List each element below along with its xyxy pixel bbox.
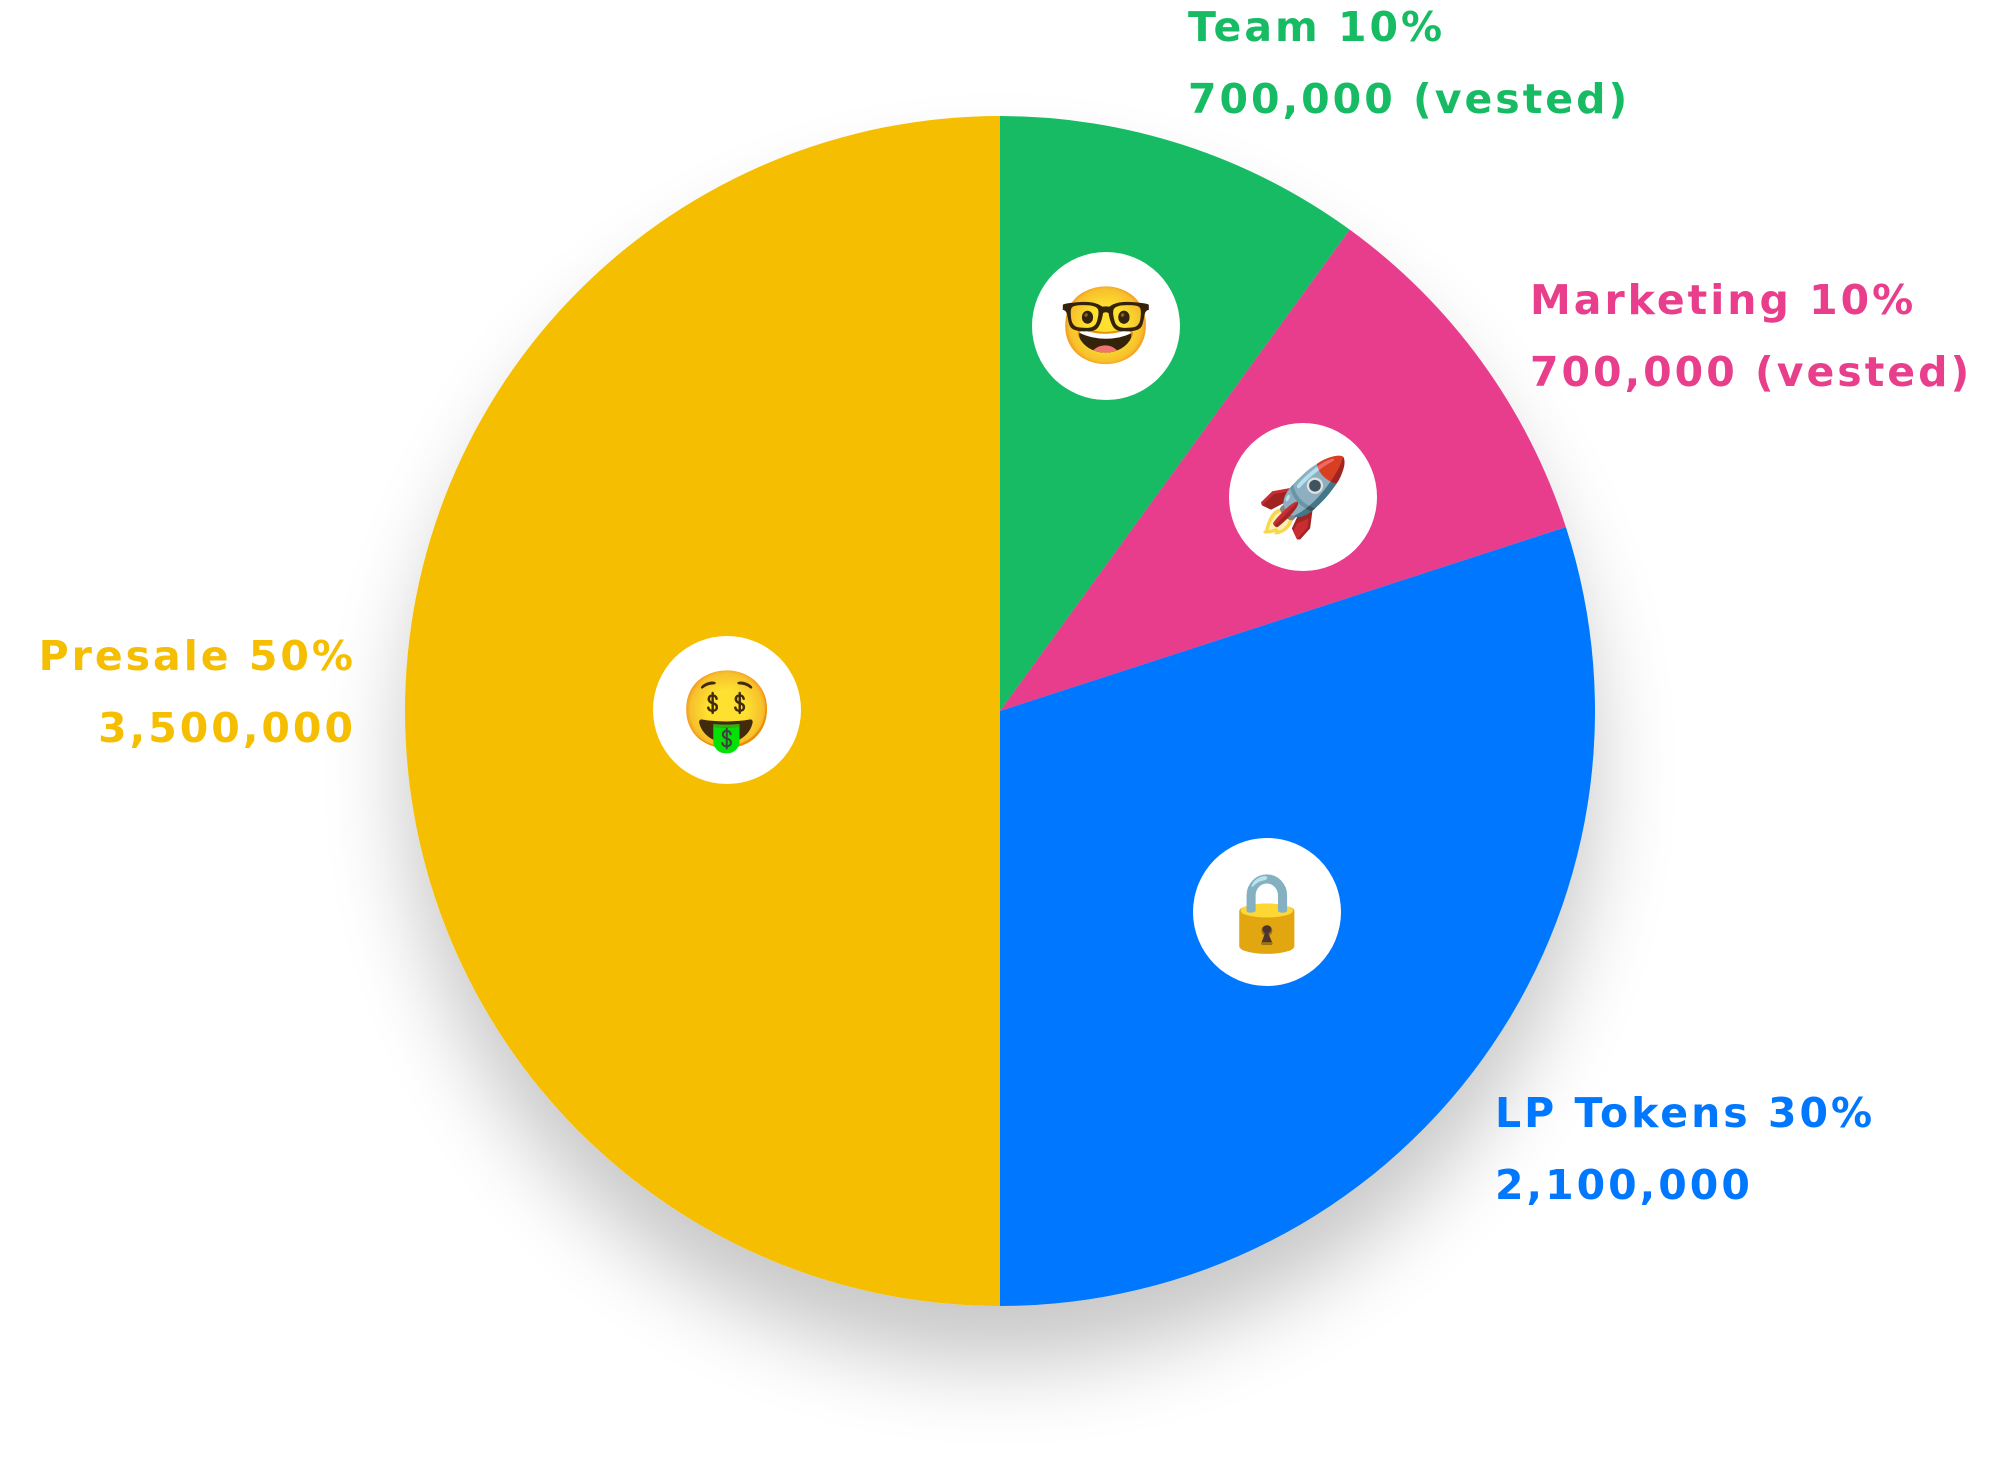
label-marketing-amount: 700,000 (vested): [1530, 348, 1973, 396]
label-presale-amount: 3,500,000: [98, 704, 356, 752]
label-lp-tokens: LP Tokens 30% 2,100,000: [1495, 1077, 1875, 1221]
rocket-emoji: 🚀: [1255, 452, 1351, 541]
label-team-amount: 700,000 (vested): [1188, 75, 1631, 123]
lock-icon: 🔒: [1193, 838, 1341, 986]
label-marketing-percent: Marketing 10%: [1530, 276, 1917, 324]
label-marketing: Marketing 10% 700,000 (vested): [1530, 264, 1972, 408]
label-lp-tokens-percent: LP Tokens 30%: [1495, 1089, 1876, 1137]
label-team: Team 10% 700,000 (vested): [1188, 0, 1630, 135]
nerd-face-emoji: 🤓: [1058, 281, 1154, 370]
money-mouth-face-icon: 🤑: [653, 636, 801, 784]
lock-emoji: 🔒: [1219, 867, 1315, 956]
nerd-face-icon: 🤓: [1032, 252, 1180, 400]
label-team-percent: Team 10%: [1188, 3, 1446, 51]
label-presale: Presale 50% 3,500,000: [39, 620, 356, 764]
money-mouth-face-emoji: 🤑: [679, 665, 775, 754]
label-presale-percent: Presale 50%: [38, 632, 356, 680]
rocket-icon: 🚀: [1229, 423, 1377, 571]
label-lp-tokens-amount: 2,100,000: [1495, 1161, 1753, 1209]
